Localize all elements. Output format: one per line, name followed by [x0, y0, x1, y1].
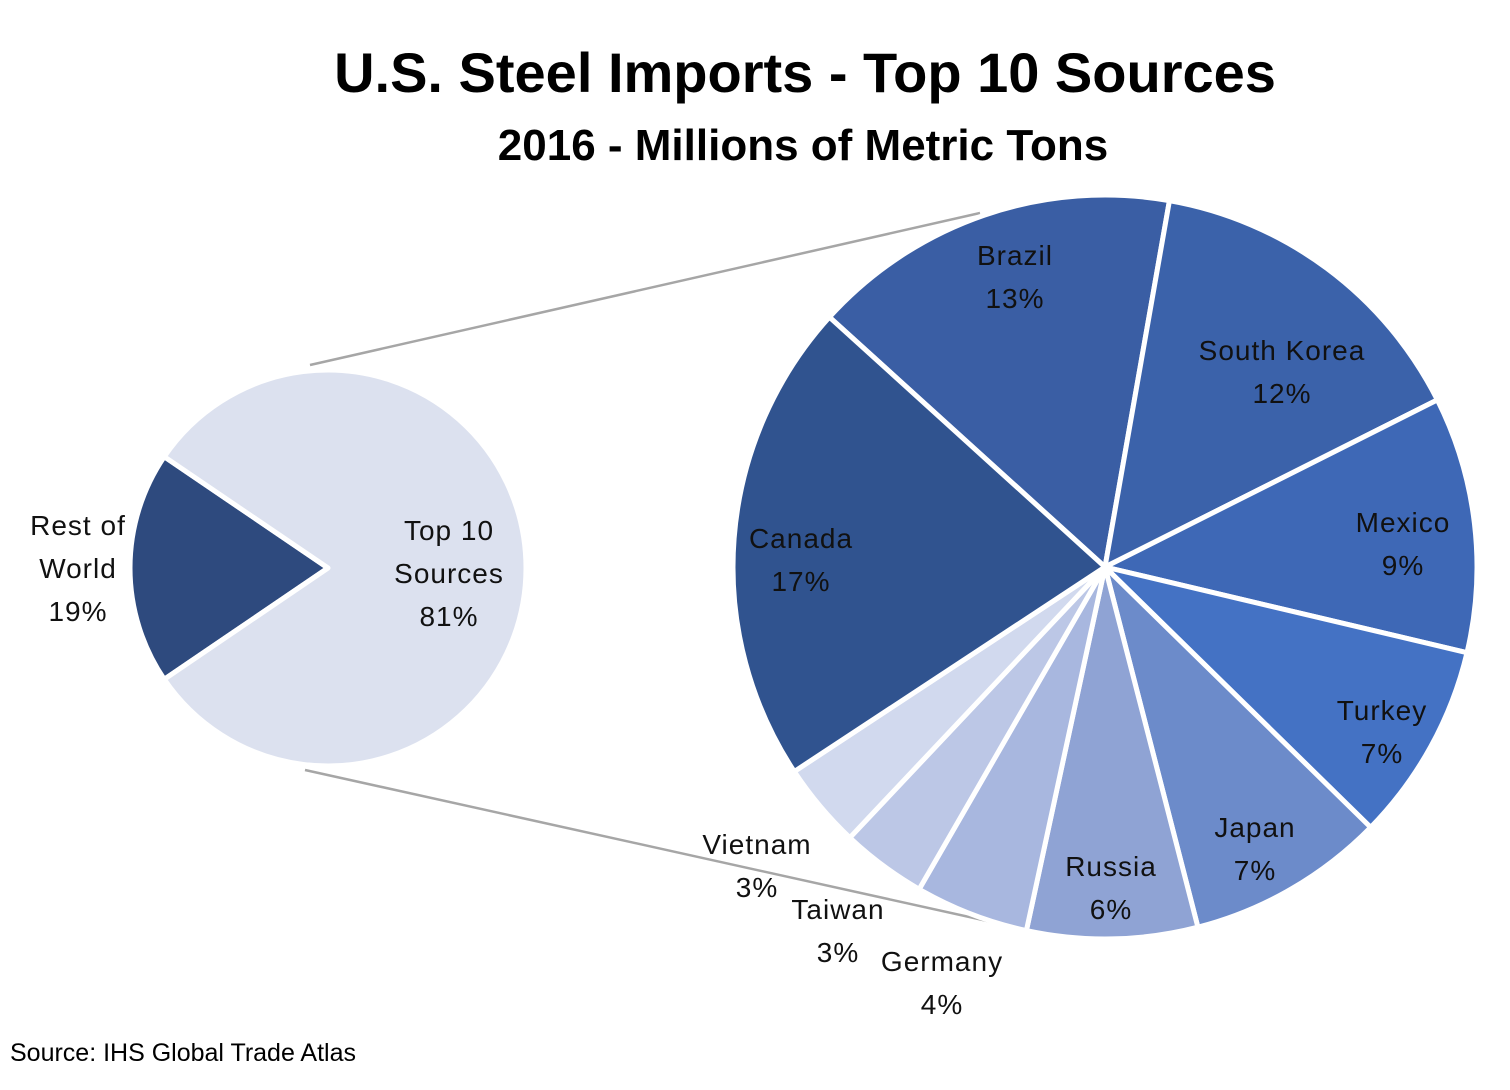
label-south-korea: South Korea 12% — [1199, 335, 1366, 409]
label-vietnam: Vietnam 3% — [702, 829, 811, 903]
label-russia: Russia 6% — [1065, 851, 1157, 925]
label-rest-of-world: Rest of World 19% — [30, 510, 126, 627]
slice-turkey — [1102, 564, 1470, 830]
connector-line-top — [309, 211, 981, 367]
slice-russia — [1023, 564, 1201, 942]
label-taiwan: Taiwan 3% — [791, 894, 884, 968]
label-japan: Japan 7% — [1214, 812, 1295, 886]
slice-south-korea — [1102, 198, 1440, 570]
slice-japan — [1102, 564, 1374, 930]
slice-brazil — [826, 192, 1172, 570]
chart-title: U.S. Steel Imports - Top 10 Sources — [334, 41, 1276, 104]
connector-line-bottom — [304, 768, 1011, 928]
chart-subtitle: 2016 - Millions of Metric Tons — [498, 121, 1108, 170]
label-turkey: Turkey 7% — [1337, 695, 1428, 769]
slice-mexico — [1102, 397, 1480, 656]
label-canada: Canada 17% — [749, 523, 853, 597]
label-mexico: Mexico 9% — [1356, 507, 1451, 581]
source-note: Source: IHS Global Trade Atlas — [10, 1039, 356, 1067]
slice-canada — [730, 314, 1108, 775]
label-top-10-sources: Top 10 Sources 81% — [394, 515, 504, 632]
slice-rest-of-world — [127, 454, 331, 682]
slice-top-10-sources — [161, 367, 529, 769]
label-brazil: Brazil 13% — [977, 240, 1053, 314]
label-germany: Germany 4% — [881, 946, 1003, 1020]
